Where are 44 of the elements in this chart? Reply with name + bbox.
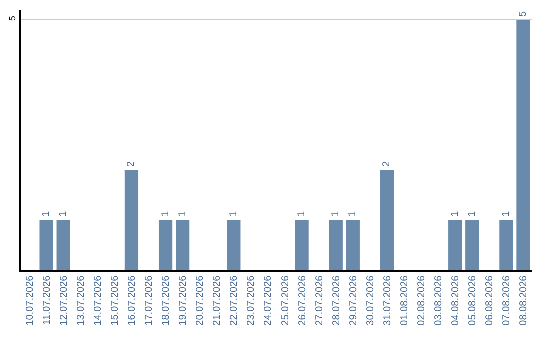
x-tick-label: 30.07.2026 bbox=[365, 275, 376, 326]
x-tick-label: 03.08.2026 bbox=[434, 275, 445, 326]
x-tick-label: 17.07.2026 bbox=[144, 275, 155, 326]
x-tick-label: 04.08.2026 bbox=[450, 275, 462, 326]
x-tick-label: 27.07.2026 bbox=[314, 275, 326, 326]
x-tick-label: 19.07.2026 bbox=[178, 275, 190, 326]
x-tick-label: 20.07.2026 bbox=[195, 275, 206, 326]
x-tick-label: 24.07.2026 bbox=[263, 275, 274, 326]
x-tick-label: 26.07.2026 bbox=[297, 275, 308, 326]
data-label: 2 bbox=[382, 161, 393, 167]
data-label: 1 bbox=[228, 211, 240, 217]
x-tick-label: 11.07.2026 bbox=[42, 275, 53, 326]
data-label: 1 bbox=[466, 211, 478, 217]
x-tick-label: 23.07.2026 bbox=[246, 275, 258, 326]
x-tick-label: 28.07.2026 bbox=[331, 275, 342, 326]
x-tick-label: 05.08.2026 bbox=[468, 275, 479, 326]
x-tick-label: 12.07.2026 bbox=[58, 275, 70, 326]
data-label: 1 bbox=[348, 211, 359, 217]
x-tick-label: 22.07.2026 bbox=[229, 275, 240, 326]
data-label: 2 bbox=[126, 161, 138, 167]
x-tick-label: 10.07.2026 bbox=[24, 275, 36, 326]
data-label: 1 bbox=[41, 211, 52, 217]
data-label: 1 bbox=[450, 211, 461, 217]
x-tick-label: 08.08.2026 bbox=[518, 275, 530, 326]
x-tick-label: 14.07.2026 bbox=[92, 275, 104, 326]
x-tick-label: 29.07.2026 bbox=[348, 275, 360, 326]
data-label: 5 bbox=[518, 11, 529, 17]
x-tick-label: 21.07.2026 bbox=[212, 275, 224, 326]
x-tick-label: 25.07.2026 bbox=[280, 275, 292, 326]
x-tick-label: 13.07.2026 bbox=[76, 275, 87, 326]
x-tick-label: 07.08.2026 bbox=[502, 275, 513, 326]
data-label: 1 bbox=[160, 211, 172, 217]
data-label: 1 bbox=[58, 211, 70, 217]
x-tick-label: 18.07.2026 bbox=[161, 275, 172, 326]
data-label: 1 bbox=[296, 211, 308, 217]
x-tick-label: 06.08.2026 bbox=[484, 275, 496, 326]
data-label: 1 bbox=[177, 211, 188, 217]
x-tick-label: 16.07.2026 bbox=[126, 275, 138, 326]
x-tick-label: 31.07.2026 bbox=[382, 275, 394, 326]
data-label: 1 bbox=[500, 211, 512, 217]
x-tick-label: 01.08.2026 bbox=[400, 275, 410, 326]
data-label: 1 bbox=[330, 211, 342, 217]
x-tick-label: 02.08.2026 bbox=[416, 275, 428, 326]
x-tick-label: 15.07.2026 bbox=[110, 275, 121, 326]
